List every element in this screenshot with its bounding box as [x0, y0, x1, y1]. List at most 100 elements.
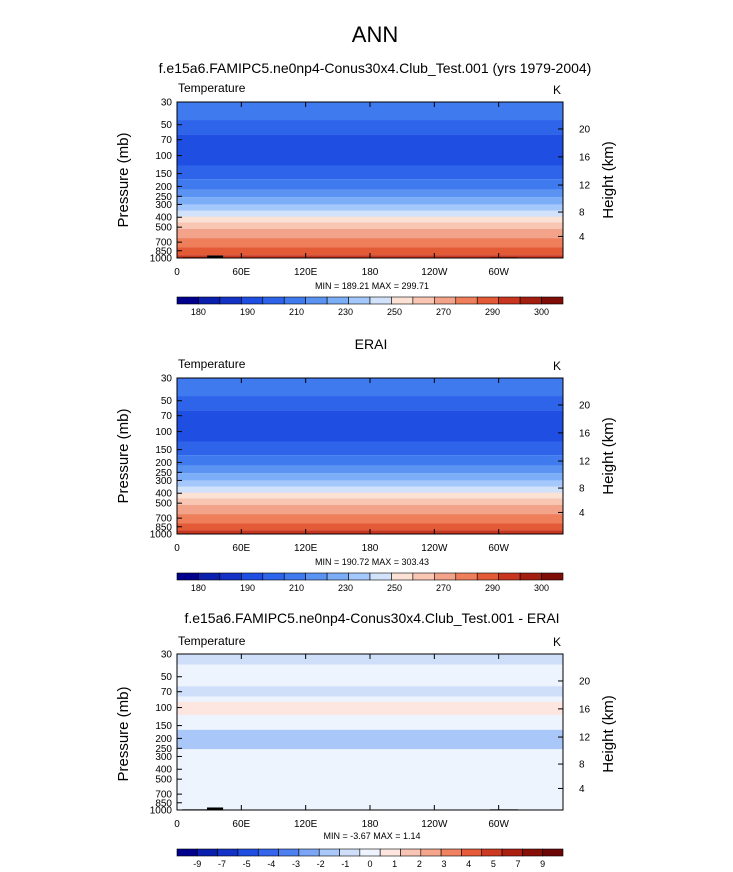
- variable-label: Temperature: [178, 634, 246, 648]
- y-tick-label: 400: [155, 213, 172, 224]
- contour-band: [177, 228, 563, 239]
- x-tick-label: 180: [362, 267, 379, 278]
- y-tick-label: 1000: [150, 254, 173, 265]
- y-tick-label: 300: [155, 476, 172, 487]
- colorbar-swatch: [262, 572, 285, 581]
- contour-band: [177, 197, 563, 205]
- colorbar-label: 4: [466, 859, 471, 869]
- colorbar-label: 290: [485, 583, 500, 593]
- colorbar: 180 190 210 230 250 270 290 300: [176, 296, 564, 317]
- colorbar-label: 210: [289, 583, 304, 593]
- colorbar-label: -9: [193, 859, 201, 869]
- x-tick-label: 180: [362, 543, 379, 554]
- y-tick-label: 1000: [150, 806, 173, 817]
- colorbar-label: 230: [338, 307, 353, 317]
- y-tick-label: 150: [155, 445, 172, 456]
- colorbar-swatch: [176, 296, 199, 305]
- colorbar-swatch: [283, 572, 306, 581]
- y-tick-label: 100: [155, 703, 172, 714]
- y2-tick-label: 8: [579, 484, 585, 495]
- variable-label: Temperature: [178, 81, 246, 95]
- contour-band: [177, 714, 563, 730]
- contour-band: [177, 165, 563, 180]
- colorbar-swatch: [278, 848, 300, 857]
- colorbar-swatch: [219, 572, 242, 581]
- colorbar-swatch: [369, 296, 392, 305]
- colorbar-swatch: [298, 848, 320, 857]
- contour-band: [177, 654, 563, 665]
- y-tick-label: 300: [155, 752, 172, 763]
- x-tick-label: 60W: [488, 543, 509, 554]
- colorbar-swatch: [318, 848, 340, 857]
- x-tick-label: 0: [174, 267, 180, 278]
- y-tick-label: 70: [161, 687, 173, 698]
- y-tick-label: 50: [161, 672, 173, 683]
- y-axis-label: Pressure (mb): [115, 686, 132, 781]
- y2-tick-label: 12: [579, 733, 591, 744]
- y-tick-label: 700: [155, 238, 172, 249]
- colorbar-swatch: [481, 848, 503, 857]
- colorbar-label: 9: [540, 859, 545, 869]
- colorbar-swatch: [241, 572, 264, 581]
- colorbar-label: -7: [218, 859, 226, 869]
- colorbar-swatch: [198, 572, 221, 581]
- contour-band: [177, 686, 563, 697]
- colorbar-swatch: [359, 848, 381, 857]
- y-tick-label: 70: [161, 135, 173, 146]
- colorbar-label: 2: [417, 859, 422, 869]
- contour-band: [177, 396, 563, 411]
- y2-tick-label: 4: [579, 784, 585, 795]
- y-tick-label: 30: [161, 650, 173, 661]
- panel-difference: f.e15a6.FAMIPC5.ne0np4-Conus30x4.Club_Te…: [115, 610, 617, 869]
- min-max-stats: MIN = 190.72 MAX = 303.43: [315, 557, 429, 567]
- contour-band: [177, 701, 563, 715]
- y-tick-label: 200: [155, 458, 172, 469]
- colorbar-label: -4: [267, 859, 275, 869]
- y-tick-label: 150: [155, 169, 172, 180]
- y-tick-label: 500: [155, 775, 172, 786]
- colorbar-label: 210: [289, 307, 304, 317]
- colorbar-label: 180: [191, 583, 206, 593]
- colorbar-swatch: [541, 296, 564, 305]
- y2-axis-label: Height (km): [600, 417, 617, 495]
- colorbar-swatch: [461, 848, 483, 857]
- colorbar-swatch: [262, 296, 285, 305]
- colorbar-swatch: [305, 572, 328, 581]
- x-tick-label: 60E: [232, 267, 250, 278]
- colorbar-label: 1: [392, 859, 397, 869]
- y-tick-label: 400: [155, 765, 172, 776]
- y-axis-label: Pressure (mb): [115, 132, 132, 227]
- y-tick-label: 300: [155, 200, 172, 211]
- x-tick-label: 60E: [232, 543, 250, 554]
- y-tick-label: 850: [155, 798, 172, 809]
- colorbar-swatch: [412, 296, 435, 305]
- colorbar-label: 270: [436, 583, 451, 593]
- colorbar-swatch: [522, 848, 543, 857]
- colorbar-label: -2: [317, 859, 325, 869]
- panel-title: f.e15a6.FAMIPC5.ne0np4-Conus30x4.Club_Te…: [159, 60, 592, 76]
- variable-label: Temperature: [178, 357, 246, 371]
- colorbar-swatch: [519, 572, 542, 581]
- y2-tick-label: 8: [579, 760, 585, 771]
- y-tick-label: 50: [161, 396, 173, 407]
- contour-band: [177, 749, 563, 810]
- colorbar-label: 180: [191, 307, 206, 317]
- y2-tick-label: 12: [579, 181, 591, 192]
- contour-band: [177, 473, 563, 481]
- colorbar-swatch: [519, 296, 542, 305]
- y2-tick-label: 20: [579, 676, 591, 687]
- panel-reference: ERAI Temperature K Pressure (mb) Height …: [115, 336, 617, 593]
- y-tick-label: 250: [155, 192, 172, 203]
- colorbar-swatch: [391, 572, 414, 581]
- colorbar-label: 300: [534, 307, 549, 317]
- x-tick-label: 120E: [294, 819, 318, 830]
- colorbar-swatch: [498, 296, 521, 305]
- colorbar-swatch: [434, 572, 457, 581]
- colorbar-swatch: [498, 572, 521, 581]
- units-label: K: [553, 83, 561, 97]
- colorbar-swatch: [542, 848, 564, 857]
- colorbar-label: 190: [240, 583, 255, 593]
